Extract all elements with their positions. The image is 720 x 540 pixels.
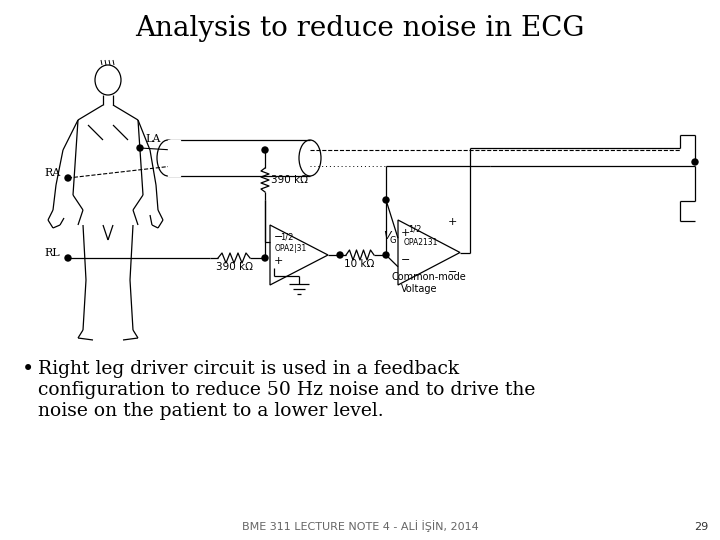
Circle shape	[262, 255, 268, 261]
Circle shape	[692, 159, 698, 165]
Text: 390 kΩ: 390 kΩ	[216, 262, 253, 272]
Circle shape	[262, 147, 268, 153]
Text: −: −	[401, 255, 410, 265]
Circle shape	[65, 255, 71, 261]
Text: Common-mode: Common-mode	[391, 273, 466, 282]
Text: +: +	[274, 256, 284, 266]
Circle shape	[65, 175, 71, 181]
Circle shape	[383, 197, 389, 203]
Text: Right leg driver circuit is used in a feedback
configuration to reduce 50 Hz noi: Right leg driver circuit is used in a fe…	[38, 360, 536, 420]
Text: G: G	[390, 236, 397, 245]
Text: LA: LA	[145, 134, 161, 144]
Text: Analysis to reduce noise in ECG: Analysis to reduce noise in ECG	[135, 15, 585, 42]
Text: +: +	[401, 228, 410, 238]
Text: 10 kΩ: 10 kΩ	[344, 259, 374, 269]
Text: OPA2131: OPA2131	[404, 238, 438, 247]
Circle shape	[137, 145, 143, 151]
Text: RL: RL	[44, 248, 60, 258]
Text: −: −	[274, 232, 284, 242]
Text: 29: 29	[694, 522, 708, 532]
Circle shape	[337, 252, 343, 258]
Text: OPA2|31: OPA2|31	[275, 244, 307, 253]
Circle shape	[383, 252, 389, 258]
Text: RA: RA	[44, 168, 60, 178]
Text: V: V	[383, 231, 391, 241]
Text: 1/2: 1/2	[280, 233, 293, 242]
Text: BME 311 LECTURE NOTE 4 - ALİ İŞİN, 2014: BME 311 LECTURE NOTE 4 - ALİ İŞİN, 2014	[242, 520, 478, 532]
Text: −: −	[448, 267, 457, 277]
Text: 1/2: 1/2	[408, 225, 421, 234]
Bar	[168, 140, 180, 176]
Text: •: •	[22, 360, 35, 379]
Text: Voltage: Voltage	[401, 285, 438, 294]
Text: +: +	[448, 217, 457, 227]
Text: 390 kΩ: 390 kΩ	[271, 175, 308, 185]
